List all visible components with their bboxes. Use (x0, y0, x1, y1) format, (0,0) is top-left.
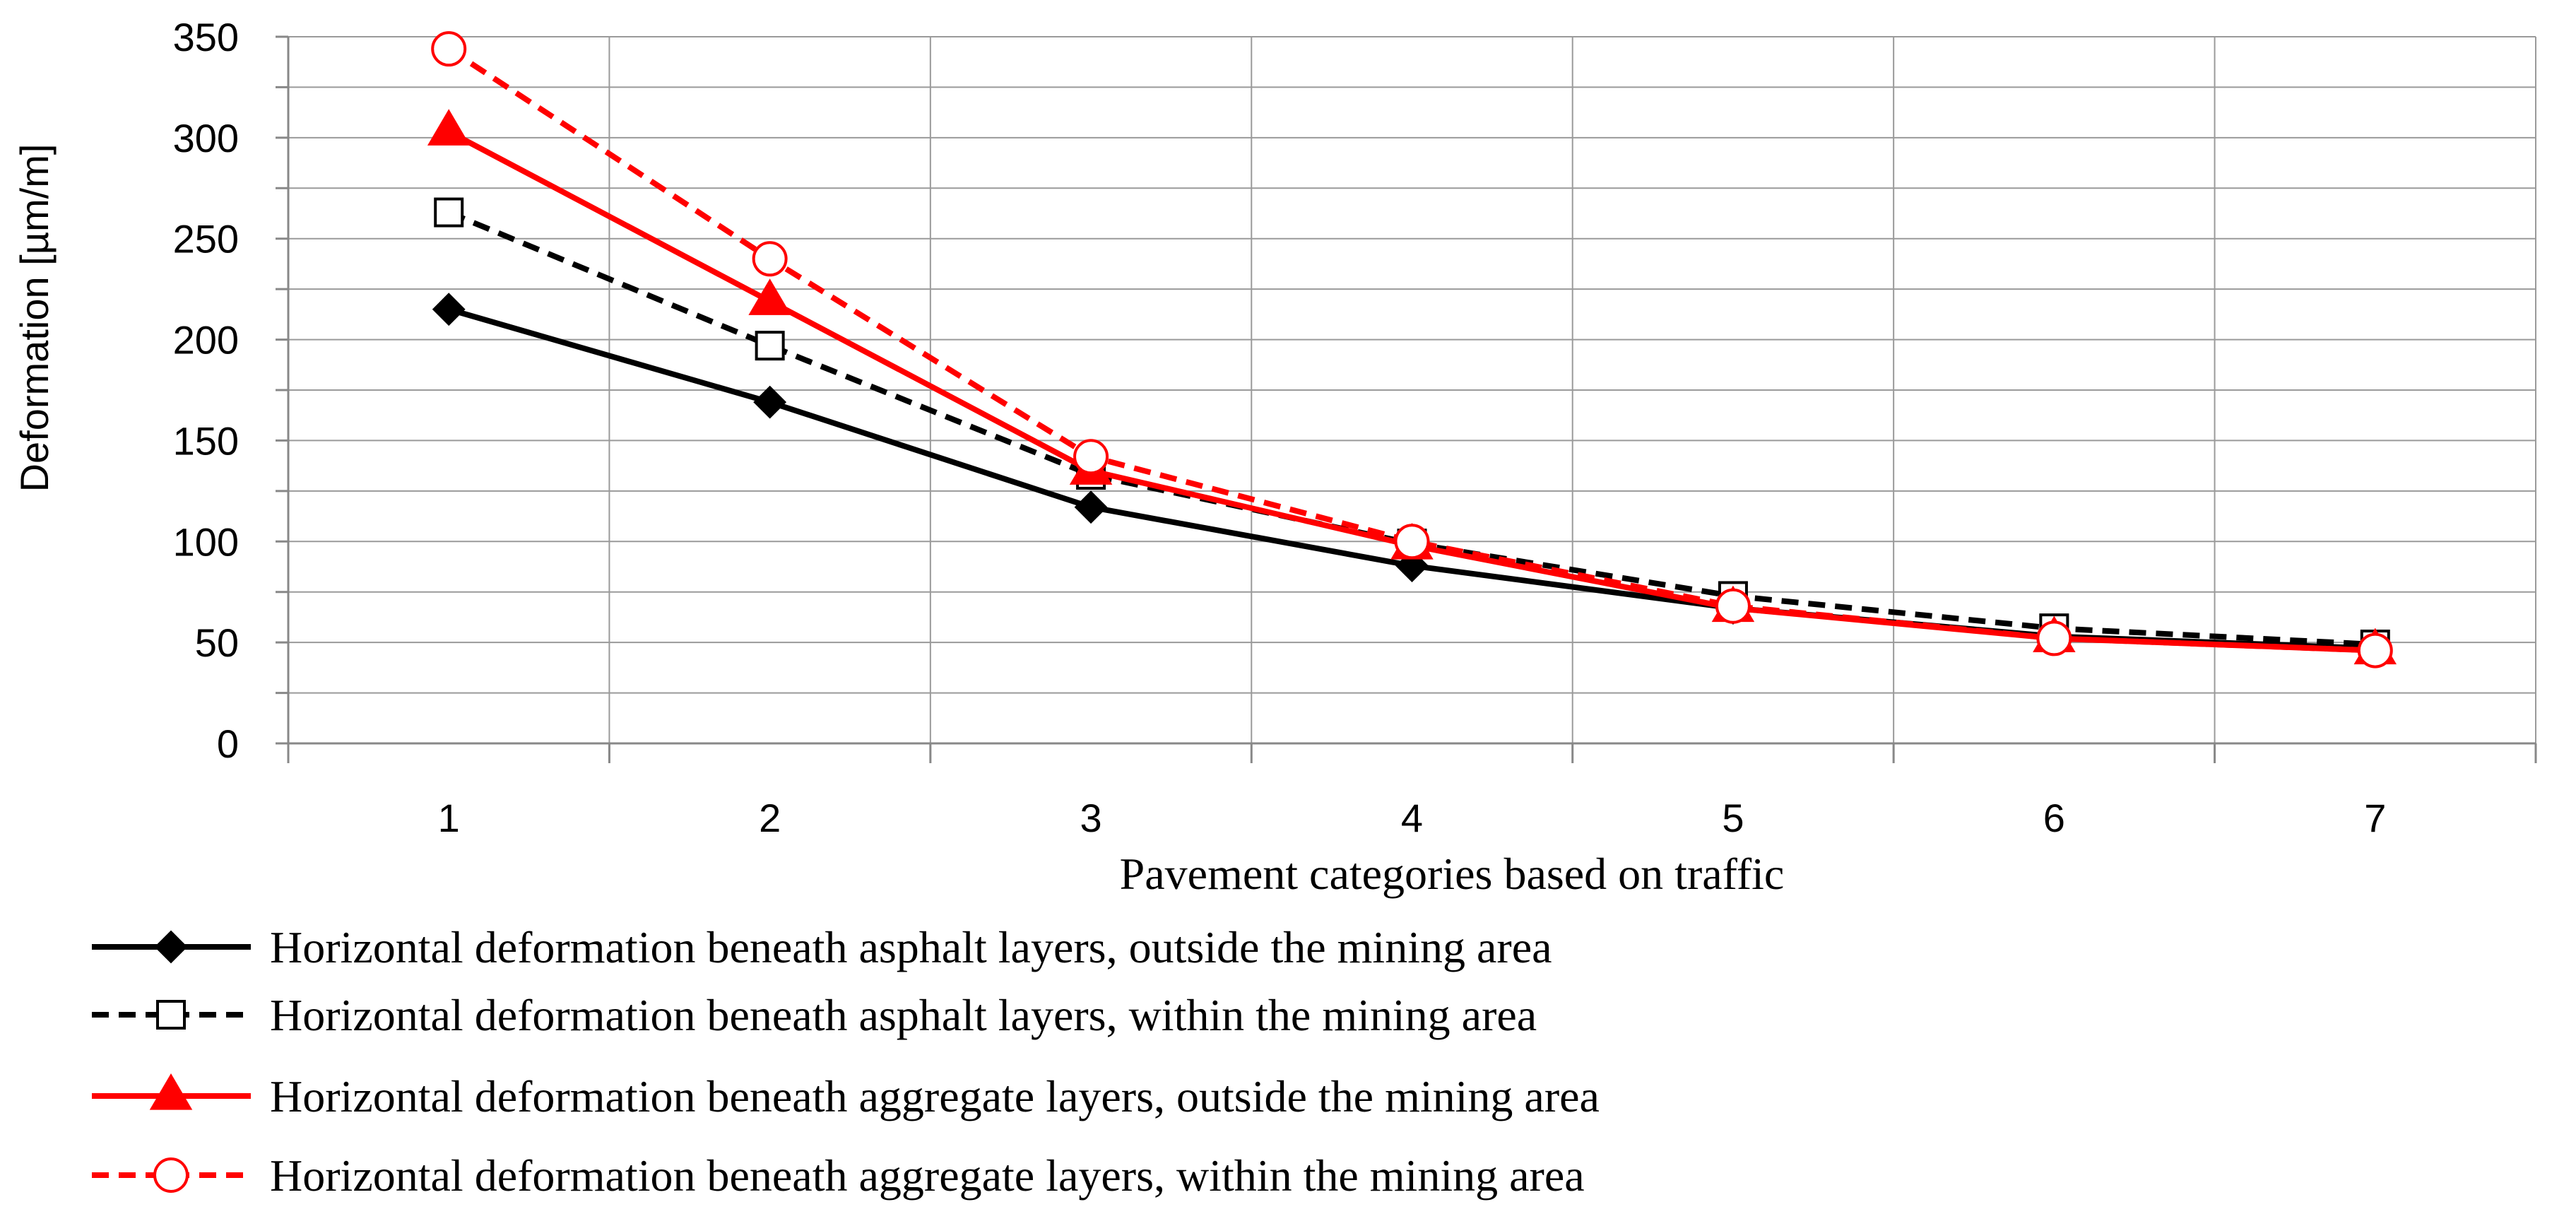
x-tick-label: 7 (2364, 796, 2386, 840)
x-tick-label: 5 (1722, 796, 1744, 840)
legend-label: Horizontal deformation beneath aggregate… (270, 1071, 1600, 1121)
x-tick-label: 2 (759, 796, 781, 840)
legend-item-1: Horizontal deformation beneath asphalt l… (92, 922, 1552, 972)
x-axis-title: Pavement categories based on traffic (1120, 849, 1785, 899)
series-1-point (753, 385, 787, 419)
legend-marker (153, 1157, 189, 1193)
y-tick-labels: 0 50 100 150 200 250 300 350 (173, 15, 239, 766)
series-4-point (1394, 524, 1430, 560)
x-tick-label: 4 (1401, 796, 1423, 840)
series-4-point (2357, 632, 2393, 668)
legend-label: Horizontal deformation beneath aggregate… (270, 1150, 1585, 1201)
series-4 (431, 31, 2393, 668)
x-tick-label: 3 (1080, 796, 1101, 840)
y-axis-title: Deformation [µm/m] (12, 144, 57, 493)
legend-item-3: Horizontal deformation beneath aggregate… (92, 1071, 1600, 1121)
y-tick-label: 100 (173, 519, 239, 564)
series-2-point (755, 331, 785, 361)
legend-marker (156, 1000, 186, 1030)
y-tick-label: 200 (173, 318, 239, 363)
y-tick-label: 0 (217, 721, 239, 766)
series-4-point (431, 31, 467, 67)
series-1-point (432, 293, 466, 326)
y-tick-label: 300 (173, 116, 239, 160)
series-3-point (748, 278, 791, 315)
y-tick-label: 250 (173, 217, 239, 261)
legend-item-2: Horizontal deformation beneath asphalt l… (92, 990, 1537, 1040)
axes (276, 35, 2537, 763)
x-tick-label: 6 (2043, 796, 2065, 840)
series-4-point (1073, 439, 1109, 475)
series-2 (434, 197, 2390, 659)
series-2-point (434, 197, 464, 228)
y-tick-label: 350 (173, 15, 239, 59)
legend-label: Horizontal deformation beneath asphalt l… (270, 990, 1537, 1040)
legend-label: Horizontal deformation beneath asphalt l… (270, 922, 1552, 972)
legend: Horizontal deformation beneath asphalt l… (92, 922, 1600, 1201)
x-tick-labels: 1 2 3 4 5 6 7 (438, 796, 2387, 840)
series-3-point (427, 109, 471, 146)
series-4-point (1715, 588, 1751, 624)
x-tick-label: 1 (438, 796, 460, 840)
legend-marker (154, 930, 188, 964)
y-tick-label: 150 (173, 418, 239, 463)
series-4-point (2036, 620, 2072, 656)
series-1 (432, 293, 2392, 666)
y-tick-label: 50 (195, 620, 239, 665)
legend-item-4: Horizontal deformation beneath aggregate… (92, 1150, 1585, 1201)
legend-marker (149, 1073, 193, 1110)
series-1-line (448, 306, 2375, 652)
series (427, 31, 2397, 668)
series-4-point (752, 241, 788, 277)
series-1-point (1074, 490, 1108, 524)
